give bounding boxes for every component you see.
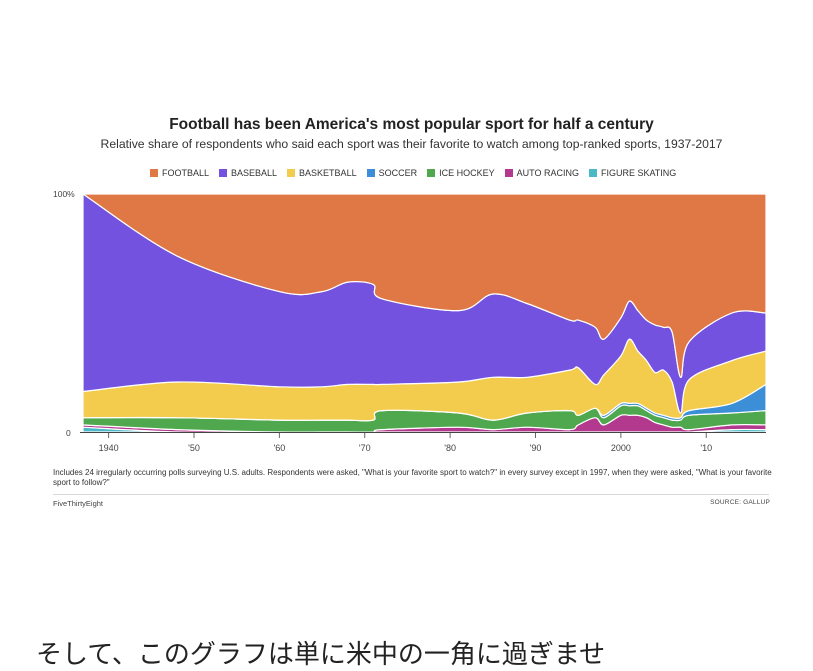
area-layers <box>82 193 767 433</box>
legend-swatch <box>219 169 228 177</box>
legend-item: BASKETBALL <box>287 168 357 178</box>
x-tick-label: '50 <box>188 443 200 453</box>
x-tick-label: '80 <box>444 443 456 453</box>
chart-title: Football has been America's most popular… <box>169 116 654 133</box>
x-tick-label: 1940 <box>99 443 119 453</box>
footer-source: SOURCE: GALLUP <box>710 499 770 506</box>
legend-swatch <box>427 169 436 177</box>
x-tick-label: '60 <box>273 443 285 453</box>
legend-swatch <box>366 169 375 177</box>
legend-label: BASKETBALL <box>299 168 357 178</box>
legend-item: FOOTBALL <box>150 168 209 178</box>
legend-swatch <box>588 169 597 177</box>
legend-swatch <box>150 169 158 177</box>
x-tick-label: '90 <box>530 443 542 453</box>
footer-brand: FiveThirtyEight <box>53 499 104 508</box>
x-tick-label: 2000 <box>611 443 631 453</box>
legend-item: SOCCER <box>366 168 418 178</box>
y-tick-label-bottom: 0 <box>66 428 71 438</box>
legend-swatch <box>504 169 513 177</box>
legend-label: SOCCER <box>378 168 418 178</box>
y-tick-label-top: 100% <box>53 189 75 199</box>
x-tick-label: '10 <box>700 443 712 453</box>
legend-item: BASEBALL <box>219 168 277 178</box>
legend-label: AUTO RACING <box>516 168 579 178</box>
footer-divider <box>53 494 769 495</box>
legend-label: FIGURE SKATING <box>600 168 677 178</box>
legend-item: ICE HOCKEY <box>427 168 495 178</box>
chart-plot: 100% 0 1940 '50 '60 '70 '80 '90 2000 '10 <box>53 189 767 453</box>
legend-label: ICE HOCKEY <box>439 168 495 178</box>
legend-label: FOOTBALL <box>162 168 210 178</box>
chart-subtitle: Relative share of respondents who said e… <box>100 137 723 151</box>
chart-legend: FOOTBALL BASEBALL BASKETBALL SOCCER ICE HOCK… <box>150 166 686 180</box>
chart-note: Includes 24 irregularly occurring polls … <box>53 468 772 487</box>
legend-swatch <box>287 169 296 177</box>
area-football <box>82 193 767 378</box>
legend-item: FIGURE SKATING <box>588 168 677 178</box>
x-tick-label: '70 <box>359 443 371 453</box>
legend-item: AUTO RACING <box>504 168 579 178</box>
legend-label: BASEBALL <box>231 168 278 178</box>
